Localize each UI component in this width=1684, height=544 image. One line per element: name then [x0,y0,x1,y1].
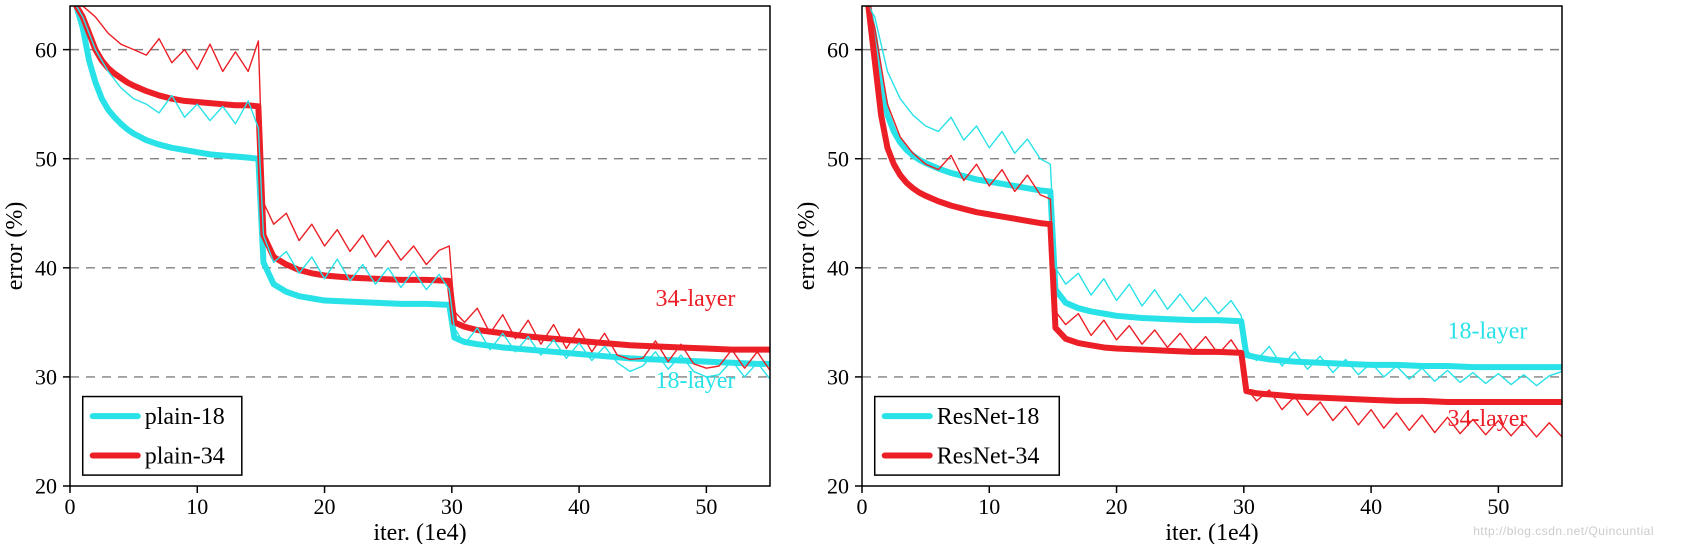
watermark-text: http://blog.csdn.net/Quincuntial [1473,524,1654,538]
annotation-label: 18-layer [655,368,735,394]
x-tick-label: 40 [568,494,590,519]
figure-stage: 0 10 20 30 40 50 20 30 40 50 60 iter. (1e4) error (%… [0,0,1684,544]
y-tick-label: 50 [35,146,57,171]
x-tick-label: 20 [314,494,336,519]
y-tick-label: 60 [35,37,57,62]
x-tick-label: 0 [65,494,76,519]
x-tick-label: 10 [186,494,208,519]
x-tick-label: 0 [857,494,868,519]
x-tick-label: 30 [1233,494,1255,519]
series-plain18-thin [76,6,770,379]
y-tick-label: 40 [827,256,849,281]
series-resnet18-thick [868,6,1562,367]
series-resnet34-thin [868,6,1562,437]
x-tick-label: 50 [1487,494,1509,519]
y-tick-label: 20 [35,474,57,499]
y-tick-label: 30 [827,365,849,390]
x-tick-label: 40 [1360,494,1382,519]
legend-label: plain-18 [145,404,225,430]
x-tick-label: 10 [978,494,1000,519]
x-tick-label: 50 [695,494,717,519]
y-tick-label: 20 [827,474,849,499]
y-axis-label: error (%) [2,202,28,291]
x-axis-label: iter. (1e4) [1165,520,1258,544]
legend-label: ResNet-34 [937,443,1040,469]
legend-label: ResNet-18 [937,404,1040,430]
annotation-label: 34-layer [655,286,735,312]
x-axis-label: iter. (1e4) [373,520,466,544]
chart-panel-plain: 010203040502030405060iter. (1e4)error (%… [70,6,770,486]
annotation-label: 18-layer [1447,319,1527,345]
x-tick-label: 30 [441,494,463,519]
y-tick-label: 60 [827,37,849,62]
chart-panel-resnet: 010203040502030405060iter. (1e4)error (%… [862,6,1562,486]
y-axis-label: error (%) [794,202,820,291]
y-tick-label: 50 [827,146,849,171]
x-tick-label: 20 [1106,494,1128,519]
annotation-label: 34-layer [1447,406,1527,432]
y-tick-label: 40 [35,256,57,281]
series-plain34-thin [76,6,770,370]
legend-label: plain-34 [145,443,225,469]
y-tick-label: 30 [35,365,57,390]
